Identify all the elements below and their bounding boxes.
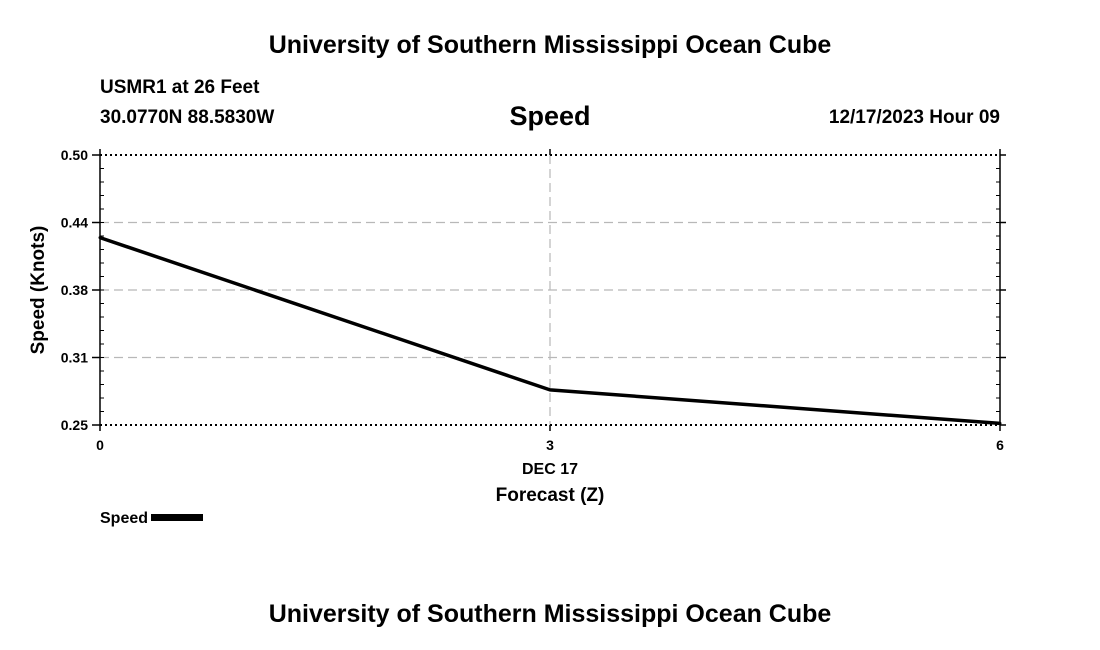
- coordinates-label: 30.0770N 88.5830W: [100, 107, 275, 128]
- y-tick-label: 0.44: [61, 215, 88, 231]
- data-point: [998, 421, 1002, 425]
- page-title: University of Southern Mississippi Ocean…: [268, 31, 832, 59]
- y-tick-label: 0.31: [61, 350, 88, 366]
- labels-layer: 0.25 0.31 0.38 0.44 0.50 0 3 6 DEC 17 Forecast (Z…: [28, 147, 1004, 506]
- y-axis-title: Speed (Knots): [28, 226, 49, 355]
- axes-layer: [92, 149, 1006, 431]
- data-point: [548, 388, 552, 392]
- y-tick-label: 0.38: [61, 282, 88, 298]
- series-layer: [98, 235, 1002, 426]
- x-date-label: DEC 17: [522, 461, 578, 478]
- y-tick-label: 0.25: [61, 417, 88, 433]
- datetime-label: 12/17/2023 Hour 09: [828, 107, 1000, 128]
- data-point: [98, 236, 102, 240]
- y-tick-label: 0.50: [61, 147, 88, 163]
- variable-title: Speed: [509, 101, 591, 131]
- footer-title: University of Southern Mississippi Ocean…: [268, 600, 832, 628]
- legend-swatch: [151, 514, 204, 522]
- x-axis-title: Forecast (Z): [496, 485, 605, 506]
- x-tick-label: 3: [546, 437, 554, 453]
- grid-layer: [100, 155, 1000, 425]
- legend: Speed: [100, 510, 204, 528]
- station-label: USMR1 at 26 Feet: [100, 77, 260, 98]
- x-tick-label: 0: [96, 437, 104, 453]
- legend-label: Speed: [100, 510, 149, 527]
- x-tick-label: 6: [996, 437, 1004, 453]
